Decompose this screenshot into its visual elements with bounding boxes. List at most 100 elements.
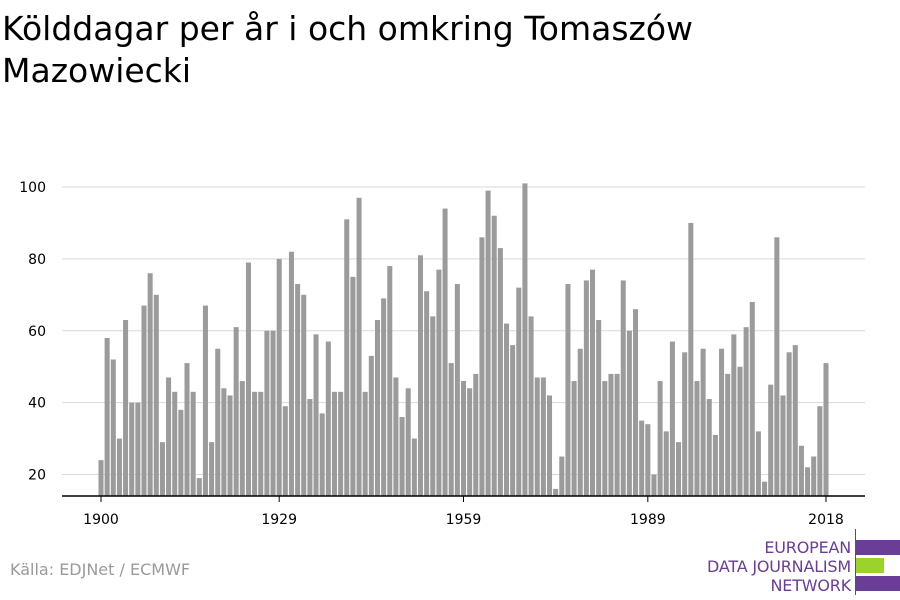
bar-1935 xyxy=(313,334,319,496)
bar-1918 xyxy=(209,442,215,496)
bar-1981 xyxy=(596,319,602,496)
bar-1984 xyxy=(614,373,620,497)
bar-1951 xyxy=(411,438,417,496)
bar-1971 xyxy=(534,377,540,496)
bar-1917 xyxy=(202,305,208,496)
bar-2001 xyxy=(719,348,725,496)
bar-1921 xyxy=(227,395,233,496)
bar-1911 xyxy=(166,377,172,496)
x-tick-label: 1959 xyxy=(446,512,482,528)
bar-1904 xyxy=(123,319,129,496)
x-tick-label: 1900 xyxy=(83,512,119,528)
bar-1909 xyxy=(153,294,159,496)
logo-divider xyxy=(855,529,856,595)
chart-title: Kölddagar per år i och omkring Tomaszów … xyxy=(2,9,694,90)
bar-1977 xyxy=(571,381,577,496)
bar-2002 xyxy=(725,373,731,497)
bar-1962 xyxy=(479,237,485,496)
bar-1950 xyxy=(405,388,411,496)
bar-1987 xyxy=(633,309,639,496)
bar-1991 xyxy=(657,381,663,496)
bar-2010 xyxy=(774,237,780,496)
bar-1967 xyxy=(510,345,516,497)
x-tick-label: 2018 xyxy=(808,512,844,528)
bar-1965 xyxy=(497,248,503,496)
bar-1966 xyxy=(503,323,510,496)
bar-1956 xyxy=(442,208,448,496)
bar-1914 xyxy=(184,363,190,496)
bar-1975 xyxy=(559,456,565,496)
bar-1943 xyxy=(362,391,368,496)
bar-1927 xyxy=(264,330,270,496)
bar-1910 xyxy=(159,442,165,496)
bar-1964 xyxy=(491,215,497,496)
bar-2005 xyxy=(743,327,749,496)
x-ticks: 1900 1929 1959 1989 2018 xyxy=(83,496,844,528)
bar-1972 xyxy=(540,377,546,496)
x-tick-label: 1929 xyxy=(261,512,297,528)
bar-1915 xyxy=(190,391,196,496)
bar-1912 xyxy=(172,391,178,496)
bar-1990 xyxy=(651,474,657,496)
bar-2004 xyxy=(737,366,743,496)
logo-bar-top xyxy=(856,540,900,555)
bar-2017 xyxy=(817,406,823,496)
bar-1949 xyxy=(399,417,405,496)
bar-1903 xyxy=(116,438,122,496)
bar-1978 xyxy=(577,348,583,496)
bar-1974 xyxy=(553,488,559,497)
logo-text-data-journalism: DATA JOURNALISM xyxy=(707,557,851,576)
bar-1925 xyxy=(252,391,258,496)
bar-1932 xyxy=(295,284,301,496)
bar-1996 xyxy=(688,222,694,496)
bar-1937 xyxy=(325,341,331,496)
bar-1916 xyxy=(196,478,202,496)
bar-1986 xyxy=(626,330,632,496)
bar-1993 xyxy=(669,341,675,496)
bar-1958 xyxy=(454,284,460,496)
bar-2011 xyxy=(780,395,786,496)
bar-2012 xyxy=(786,352,792,496)
bar-1954 xyxy=(430,316,436,497)
edjnet-logo[interactable]: EUROPEAN DATA JOURNALISM NETWORK xyxy=(700,529,900,595)
bar-1979 xyxy=(583,280,589,496)
bar-2009 xyxy=(768,384,774,496)
bar-1945 xyxy=(374,319,380,496)
x-tick-label: 1989 xyxy=(630,512,666,528)
bar-1961 xyxy=(473,373,479,497)
bar-1931 xyxy=(288,251,294,496)
bar-1980 xyxy=(590,269,596,496)
y-tick-labels: 20 40 60 80 100 xyxy=(19,180,46,484)
bar-1906 xyxy=(135,402,141,497)
bar-1999 xyxy=(706,399,712,496)
bar-1940 xyxy=(344,219,350,496)
logo-bar-bottom xyxy=(856,576,900,591)
bar-1938 xyxy=(331,391,337,496)
bar-2016 xyxy=(811,456,817,496)
y-tick-label: 100 xyxy=(19,180,46,196)
bar-1908 xyxy=(147,273,153,496)
bar-1920 xyxy=(221,388,227,496)
bar-1948 xyxy=(393,377,399,496)
bar-1930 xyxy=(282,406,288,496)
bar-1941 xyxy=(350,276,356,496)
bar-1955 xyxy=(436,269,442,496)
bar-1997 xyxy=(694,381,700,496)
bar-1944 xyxy=(368,355,374,496)
bar-1968 xyxy=(516,287,522,497)
bar-1994 xyxy=(676,442,682,496)
bar-1913 xyxy=(178,409,184,496)
bar-1900 xyxy=(98,460,104,497)
bar-1959 xyxy=(460,381,467,496)
bar-1939 xyxy=(338,391,344,496)
bar-1998 xyxy=(700,348,706,496)
bar-2007 xyxy=(755,431,761,497)
bar-1983 xyxy=(608,373,614,497)
bar-1982 xyxy=(602,381,608,496)
bar-1957 xyxy=(448,363,454,496)
bars xyxy=(98,183,829,497)
bar-1976 xyxy=(565,284,571,496)
logo-text-network: NETWORK xyxy=(770,576,852,595)
bar-1989 xyxy=(645,424,651,496)
source-note: Källa: EDJNet / ECMWF xyxy=(10,560,191,579)
